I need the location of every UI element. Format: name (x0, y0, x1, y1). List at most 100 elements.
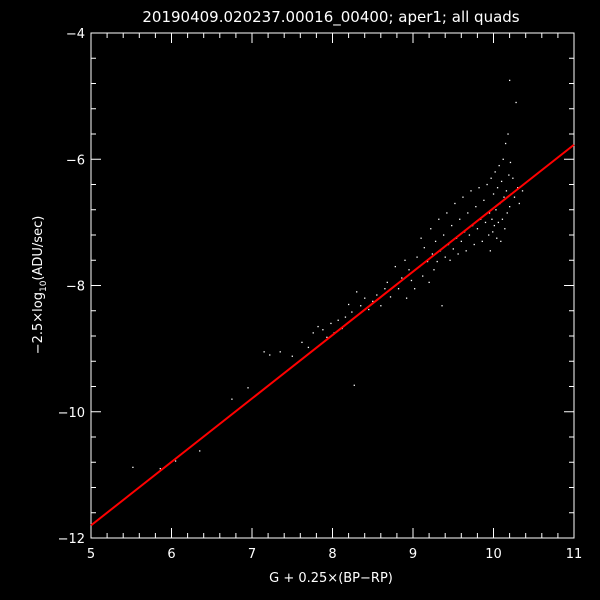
data-point (301, 341, 303, 344)
data-point (247, 387, 249, 389)
y-tick-label: −12 (58, 532, 85, 547)
x-tick-label: 10 (485, 547, 502, 562)
data-point (353, 384, 355, 386)
data-point (384, 288, 386, 290)
data-point (337, 319, 339, 321)
y-axis-label-suffix: (ADU/sec) (31, 216, 46, 281)
data-point (422, 275, 424, 277)
data-point (322, 329, 324, 331)
fit-line (90, 143, 575, 527)
x-tick-label: 6 (167, 547, 175, 562)
data-point (493, 224, 496, 227)
x-tick-label: 5 (87, 547, 95, 562)
data-point (279, 351, 281, 353)
data-point (498, 164, 500, 167)
data-point (476, 228, 479, 230)
data-point (426, 260, 429, 263)
data-point (397, 288, 400, 290)
data-point (489, 250, 491, 252)
data-point (405, 297, 408, 299)
data-point (348, 303, 350, 306)
data-point (484, 221, 487, 224)
x-tick-label: 7 (248, 547, 256, 562)
data-point (368, 308, 370, 311)
data-point (503, 196, 505, 198)
fit-line-group (90, 143, 575, 527)
y-axis-label-subscript: 10 (39, 280, 49, 292)
y-tick-label: −8 (66, 280, 85, 295)
data-point (497, 221, 500, 224)
data-point (291, 355, 293, 357)
data-point (504, 228, 506, 230)
data-point (470, 190, 472, 192)
data-point (449, 259, 451, 261)
data-point (459, 218, 461, 220)
data-point (517, 187, 519, 189)
data-point (360, 305, 362, 307)
data-point (492, 231, 494, 233)
data-point (416, 256, 418, 258)
data-point (491, 218, 493, 220)
data-point (433, 269, 435, 271)
data-point (431, 253, 434, 255)
y-axis-label-prefix: −2.5×log (31, 292, 46, 354)
data-point (436, 260, 438, 263)
data-point (468, 234, 471, 236)
data-point (344, 316, 347, 318)
data-point (490, 177, 492, 179)
y-tick-label: −10 (58, 406, 85, 421)
data-point (269, 354, 271, 356)
chart-title: 20190409.020237.00016_00400; aper1; all … (142, 8, 519, 27)
data-point (389, 296, 392, 298)
data-point (307, 346, 310, 349)
data-point (263, 351, 265, 353)
data-point (478, 187, 480, 189)
data-point (199, 450, 201, 452)
data-point (174, 460, 177, 462)
data-point (356, 291, 358, 293)
data-point (506, 212, 508, 214)
data-point (505, 190, 508, 192)
data-point (492, 193, 495, 195)
data-point (457, 253, 459, 255)
x-tick-label: 9 (409, 547, 417, 562)
data-point (500, 240, 502, 243)
data-point (473, 243, 475, 246)
data-point (312, 332, 314, 334)
data-point (423, 247, 425, 249)
data-point (496, 187, 499, 189)
data-point (410, 279, 413, 282)
data-point (460, 240, 462, 243)
data-point (483, 199, 485, 201)
data-point (507, 133, 509, 135)
data-point (509, 161, 512, 164)
data-point (502, 158, 504, 160)
data-point (401, 277, 403, 279)
data-point (504, 142, 507, 145)
data-point (495, 209, 497, 211)
data-point (494, 171, 496, 173)
data-point (420, 237, 422, 239)
data-point (488, 212, 491, 214)
data-point (430, 228, 432, 230)
data-point (326, 336, 328, 338)
data-point (509, 79, 511, 82)
x-tick-label: 11 (566, 547, 583, 562)
data-point (386, 281, 388, 284)
data-point (351, 311, 353, 313)
data-point (500, 180, 503, 183)
data-point (414, 288, 416, 290)
data-point (231, 398, 233, 400)
data-point (467, 212, 469, 214)
data-point (446, 212, 448, 214)
data-point (486, 183, 488, 186)
data-point (475, 205, 477, 208)
data-point (434, 240, 437, 243)
data-point (364, 297, 366, 299)
data-point (462, 196, 464, 198)
data-point (451, 224, 453, 227)
data-point (330, 322, 332, 325)
data-point (159, 467, 161, 470)
y-axis: −12 −10 −8 −6 −4 (58, 27, 574, 547)
data-point (515, 101, 517, 104)
